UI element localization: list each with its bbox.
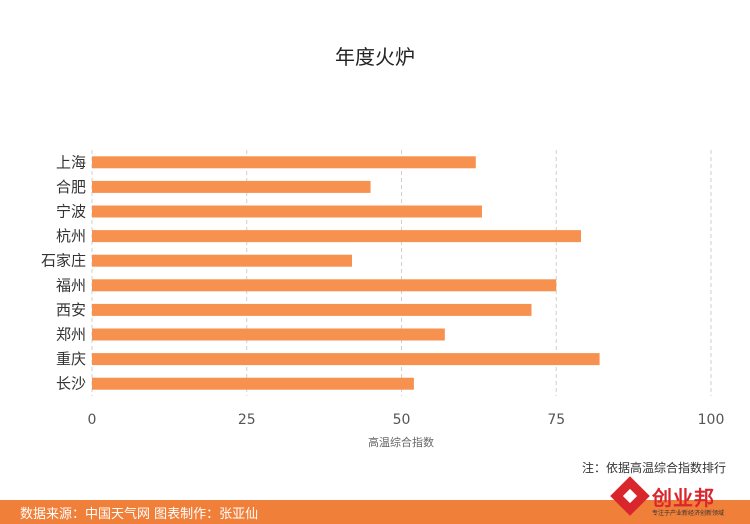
brand-logo: 创业邦 专注于产业新经济创新领域: [610, 476, 738, 522]
category-label: 杭州: [56, 227, 86, 245]
bars: [92, 156, 600, 390]
category-label: 重庆: [56, 350, 86, 368]
category-label: 石家庄: [41, 252, 86, 270]
tick-labels: 0 25 50 75 100: [88, 412, 725, 428]
x-axis-label: 高温综合指数: [368, 435, 434, 449]
bar: [92, 180, 371, 193]
footnote: 注：依据高温综合指数排行: [582, 460, 726, 475]
bar: [92, 254, 352, 267]
bar: [92, 328, 445, 341]
x-tick-label: 100: [698, 412, 725, 428]
bar: [92, 303, 532, 316]
bar: [92, 279, 557, 292]
diamond-logo-icon: [610, 476, 650, 516]
category-label: 郑州: [56, 326, 86, 344]
category-label: 上海: [56, 153, 86, 171]
bar: [92, 377, 414, 390]
bar: [92, 156, 476, 169]
category-label: 福州: [56, 276, 86, 294]
bar: [92, 353, 600, 366]
bar: [92, 205, 482, 218]
chart-title: 年度火炉: [335, 45, 415, 69]
x-tick-label: 25: [238, 412, 256, 428]
x-tick-label: 0: [88, 412, 97, 428]
logo-name: 创业邦: [652, 486, 715, 510]
category-label: 宁波: [56, 203, 86, 221]
category-label: 长沙: [56, 375, 86, 393]
logo-tagline: 专注于产业新经济创新领域: [652, 510, 725, 517]
footer-source-text: 数据来源：中国天气网 图表制作：张亚仙: [20, 507, 259, 522]
x-tick-label: 75: [547, 412, 565, 428]
x-tick-label: 50: [393, 412, 411, 428]
category-label: 西安: [56, 301, 86, 319]
bar: [92, 230, 582, 243]
category-label: 合肥: [56, 178, 86, 196]
